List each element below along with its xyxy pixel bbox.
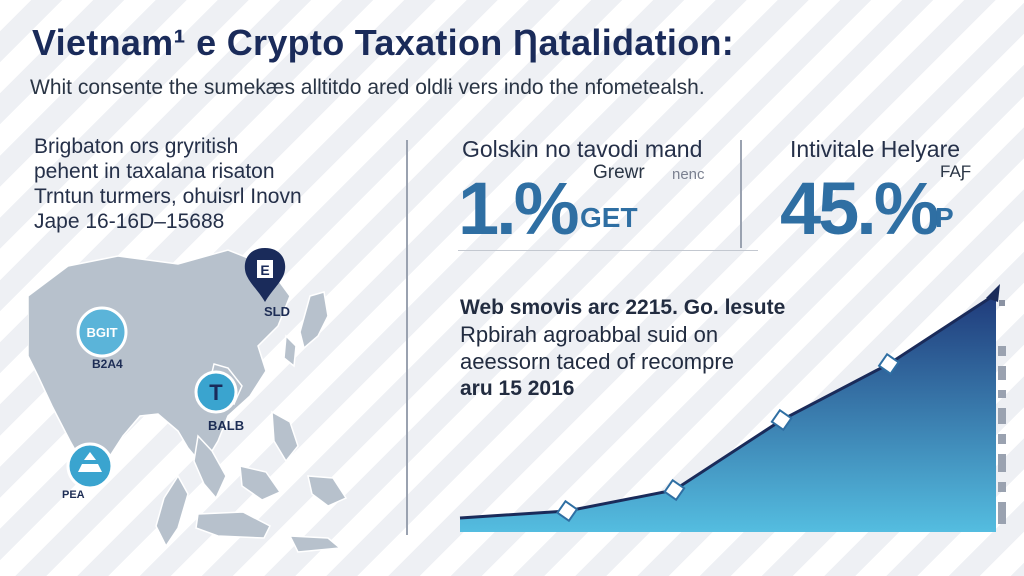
boat-icon — [78, 452, 102, 472]
chart-data-point — [663, 478, 686, 502]
svg-text:E: E — [260, 262, 269, 278]
left-text-line: Brigbaton ors gryritish — [34, 135, 239, 158]
pin-top-label: SLD — [264, 304, 290, 319]
asia-map: E SLD BGIT B2A4 T BALB PEA — [28, 248, 348, 553]
note-line: Rpbirah agroabbal suid on — [460, 322, 719, 347]
chart-data-point — [877, 352, 900, 376]
vertical-divider — [740, 140, 742, 248]
chart-arrow-head — [986, 284, 1000, 302]
stat1-heading: Golskin no tavodi mand — [462, 136, 703, 162]
stat1-subtext: Grewr — [593, 162, 645, 183]
stat1-subtext-small: nenc — [672, 166, 705, 183]
growth-area-chart — [459, 284, 1000, 532]
left-text-line: Trntun turmers, ohuisrl Inovn — [34, 185, 302, 208]
map-landmass — [28, 249, 348, 553]
stat2-subtext: FAƑ — [940, 162, 972, 181]
svg-text:T: T — [209, 380, 223, 405]
note-text-block: Web smovis arc 2215. Go. lesute Rpbirah … — [460, 294, 785, 402]
pin-mid-label: BALB — [208, 418, 244, 433]
map-pin-bottom[interactable] — [66, 442, 114, 490]
chart-series-line — [459, 292, 997, 520]
map-pin-top[interactable]: E — [244, 248, 286, 302]
left-text-line: Jape 16-16D–15688 — [34, 210, 225, 233]
chart-data-point — [770, 408, 793, 432]
pin-left-label: B2A4 — [92, 357, 123, 371]
note-line: Web smovis arc 2215. Go. lesute — [460, 296, 786, 319]
svg-text:BGIT: BGIT — [86, 325, 117, 340]
note-line: aru 15 2016 — [460, 377, 575, 400]
page-title: Vietnam¹ e Crypto Taxation Ƞatalidation: — [32, 22, 735, 63]
chart-area-fill — [460, 294, 996, 532]
vertical-divider — [406, 140, 408, 535]
chart-data-point — [556, 499, 579, 523]
stat2-heading: Intivitale Helyare — [790, 136, 961, 162]
page-subtitle: Whit consente the sumekæs alltitdo ared … — [30, 76, 705, 99]
stat2-suffix: P — [935, 202, 954, 233]
left-text-block: Brigbaton ors gryritish pehent in taxala… — [34, 134, 302, 234]
horizontal-divider — [458, 250, 758, 251]
stat1-value: 1.% — [458, 167, 580, 250]
map-pin-mid[interactable]: T — [194, 370, 238, 414]
side-tick-column — [998, 300, 1006, 524]
pin-bottom-label: PEA — [62, 489, 85, 501]
document-icon — [257, 260, 273, 278]
stat1-suffix: GET — [580, 202, 638, 233]
left-text-line: pehent in taxalana risaton — [34, 160, 275, 183]
note-line: aeessorn taced of recompre — [460, 349, 734, 374]
map-pin-left[interactable]: BGIT — [76, 306, 128, 358]
stat2-value: 45.% — [780, 167, 940, 250]
